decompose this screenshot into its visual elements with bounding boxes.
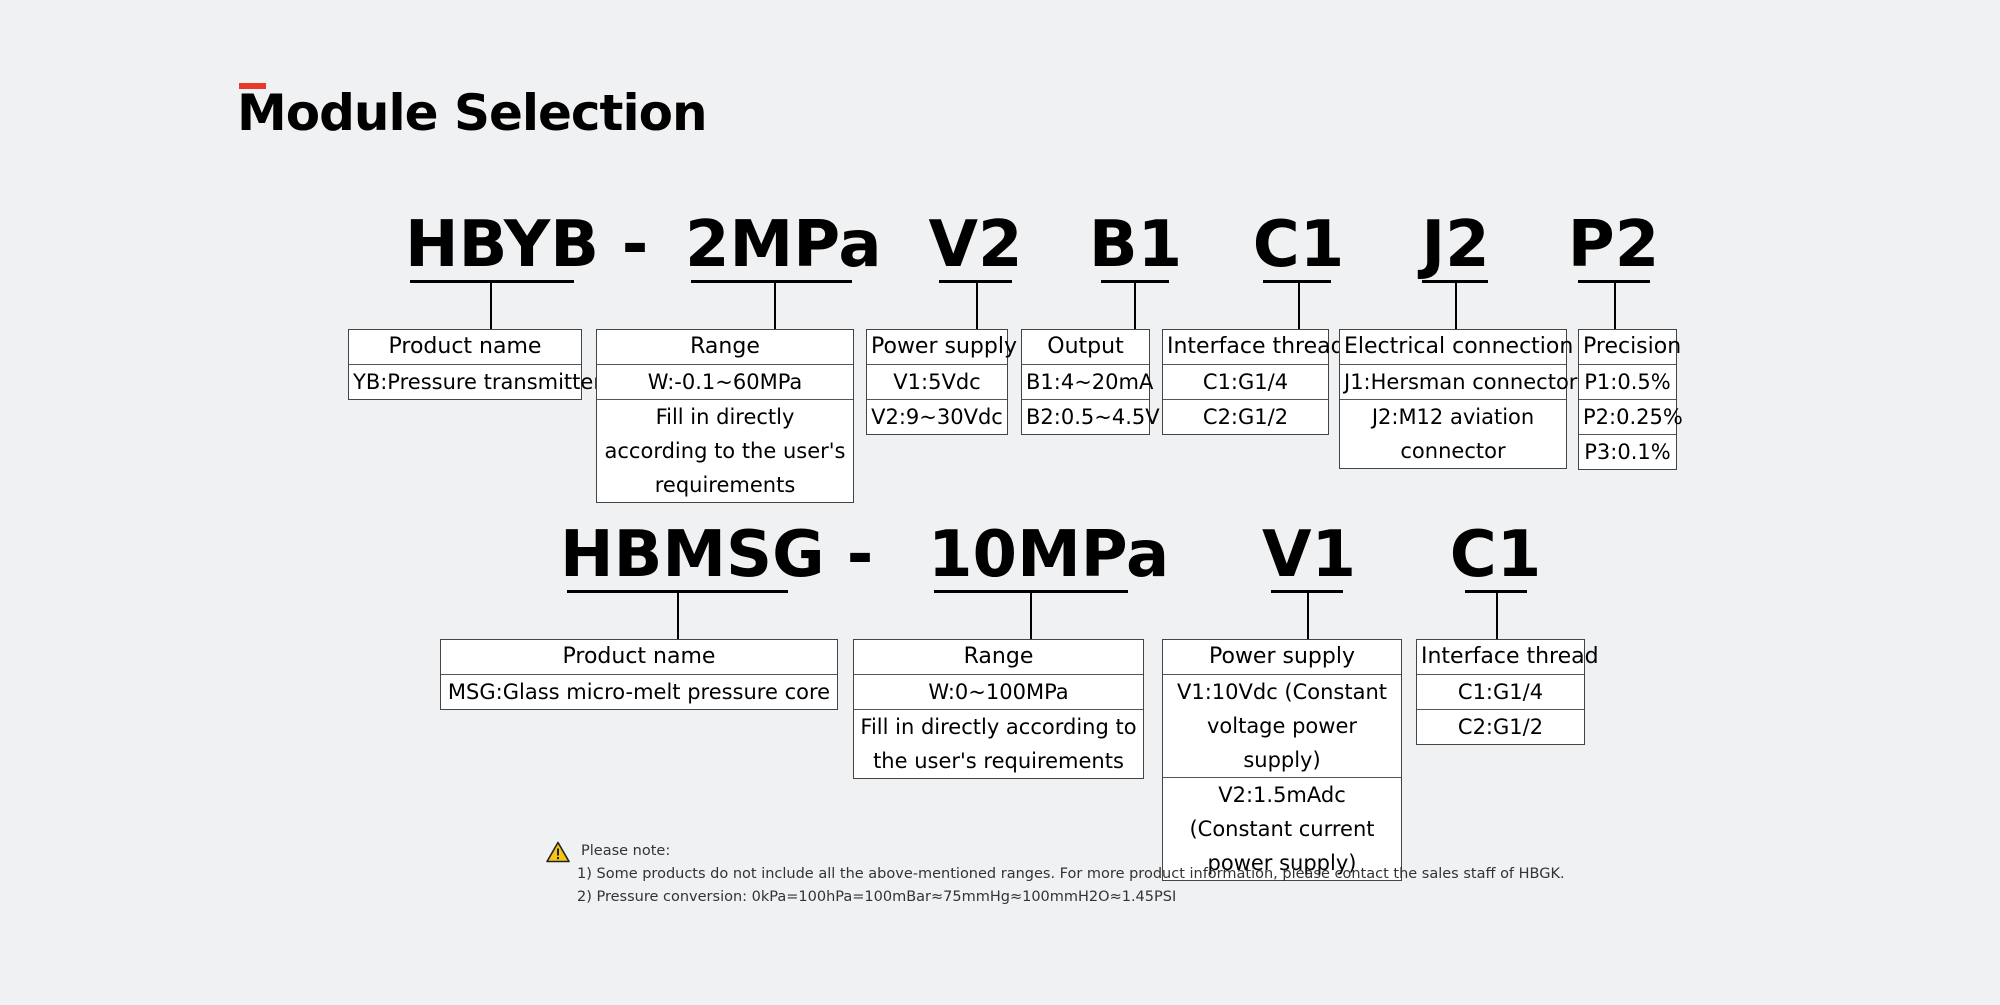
code-underline: [1578, 280, 1650, 283]
code-underline: [1263, 280, 1331, 283]
code-underline: [567, 590, 788, 593]
table-row: C1:G1/4: [1163, 364, 1328, 399]
code-underline: [939, 280, 1012, 283]
connector-line: [490, 283, 492, 329]
output-table: Output B1:4~20mA B2:0.5~4.5V: [1021, 329, 1160, 435]
table-row: J1:Hersman connector: [1340, 364, 1577, 399]
code-separator: -: [621, 208, 649, 282]
code-underline: [1422, 280, 1488, 283]
connector-line: [1496, 593, 1498, 639]
code-segment: C1: [1252, 208, 1345, 282]
connector-line: [1134, 283, 1136, 329]
table-row: YB:Pressure transmitter: [349, 364, 602, 399]
table-row: C1:G1/4: [1417, 674, 1584, 709]
range-table: Range W:0~100MPa Fill in directly accord…: [853, 639, 1144, 779]
code-segment: P2: [1567, 208, 1660, 282]
code-separator: -: [846, 518, 874, 592]
page-title: Module Selection: [237, 84, 708, 142]
table-row: W:-0.1~60MPa: [597, 364, 853, 399]
product-name-table: Product name YB:Pressure transmitter: [348, 329, 602, 400]
table-row: C2:G1/2: [1163, 399, 1328, 434]
note-item: 1) Some products do not include all the …: [577, 866, 1565, 882]
connector-line: [677, 593, 679, 639]
table-row: J2:M12 aviation connector: [1340, 399, 1566, 468]
table-row: P3:0.1%: [1579, 434, 1676, 469]
table-row: B1:4~20mA: [1022, 364, 1153, 399]
code-segment: V1: [1262, 518, 1357, 592]
connector-line: [1030, 593, 1032, 639]
table-row: Fill in directly according to the user's…: [597, 399, 853, 502]
table-row: V2:1.5mAdc (Constant current power suppl…: [1163, 777, 1401, 880]
code-segment: 2MPa: [685, 208, 882, 282]
range-table: Range W:-0.1~60MPa Fill in directly acco…: [596, 329, 854, 503]
table-row: V1:10Vdc (Constant voltage power supply): [1163, 674, 1401, 777]
code-segment: V2: [928, 208, 1023, 282]
connector-line: [774, 283, 776, 329]
code-segment: C1: [1449, 518, 1542, 592]
interface-thread-table: Interface thread C1:G1/4 C2:G1/2: [1162, 329, 1345, 435]
note-item: 2) Pressure conversion: 0kPa=100hPa=100m…: [577, 889, 1177, 905]
code-underline: [691, 280, 852, 283]
title-accent-bar: [239, 83, 266, 89]
connector-line: [1455, 283, 1457, 329]
table-header: Product name: [562, 644, 716, 669]
connector-line: [976, 283, 978, 329]
electrical-connection-table: Electrical connection J1:Hersman connect…: [1339, 329, 1577, 469]
table-header: Power supply: [871, 334, 1017, 359]
table-header: Interface thread: [1167, 334, 1345, 359]
table-row: W:0~100MPa: [854, 674, 1143, 709]
product-name-table: Product name MSG:Glass micro-melt pressu…: [440, 639, 838, 710]
table-header: Range: [963, 644, 1034, 669]
code-segment: HBMSG: [560, 518, 825, 592]
table-row: V1:5Vdc: [867, 364, 1007, 399]
table-header: Power supply: [1209, 644, 1355, 669]
code-segment: HBYB: [405, 208, 599, 282]
table-row: P2:0.25%: [1579, 399, 1683, 434]
power-supply-table: Power supply V1:5Vdc V2:9~30Vdc: [866, 329, 1017, 435]
code-segment: 10MPa: [928, 518, 1170, 592]
connector-line: [1614, 283, 1616, 329]
code-underline: [1101, 280, 1169, 283]
table-row: Fill in directly according to the user's…: [854, 709, 1143, 778]
table-header: Precision: [1583, 334, 1682, 359]
code-underline: [934, 590, 1128, 593]
table-header: Output: [1047, 334, 1124, 359]
notes-heading: Please note:: [581, 843, 671, 859]
table-header: Interface thread: [1421, 644, 1599, 669]
table-row: C2:G1/2: [1417, 709, 1584, 744]
code-segment: B1: [1088, 208, 1183, 282]
precision-table: Precision P1:0.5% P2:0.25% P3:0.1%: [1578, 329, 1683, 470]
table-header: Product name: [388, 334, 542, 359]
code-segment: J2: [1421, 208, 1490, 282]
table-row: V2:9~30Vdc: [867, 399, 1007, 434]
table-header: Electrical connection: [1344, 334, 1574, 359]
interface-thread-table: Interface thread C1:G1/4 C2:G1/2: [1416, 639, 1599, 745]
table-header: Range: [690, 334, 760, 359]
code-underline: [1271, 590, 1343, 593]
connector-line: [1298, 283, 1300, 329]
table-row: P1:0.5%: [1579, 364, 1676, 399]
code-underline: [410, 280, 574, 283]
table-row: MSG:Glass micro-melt pressure core: [441, 674, 837, 709]
code-underline: [1465, 590, 1527, 593]
power-supply-table: Power supply V1:10Vdc (Constant voltage …: [1162, 639, 1402, 881]
warning-icon: [546, 841, 570, 863]
connector-line: [1307, 593, 1309, 639]
table-row: B2:0.5~4.5V: [1022, 399, 1160, 434]
